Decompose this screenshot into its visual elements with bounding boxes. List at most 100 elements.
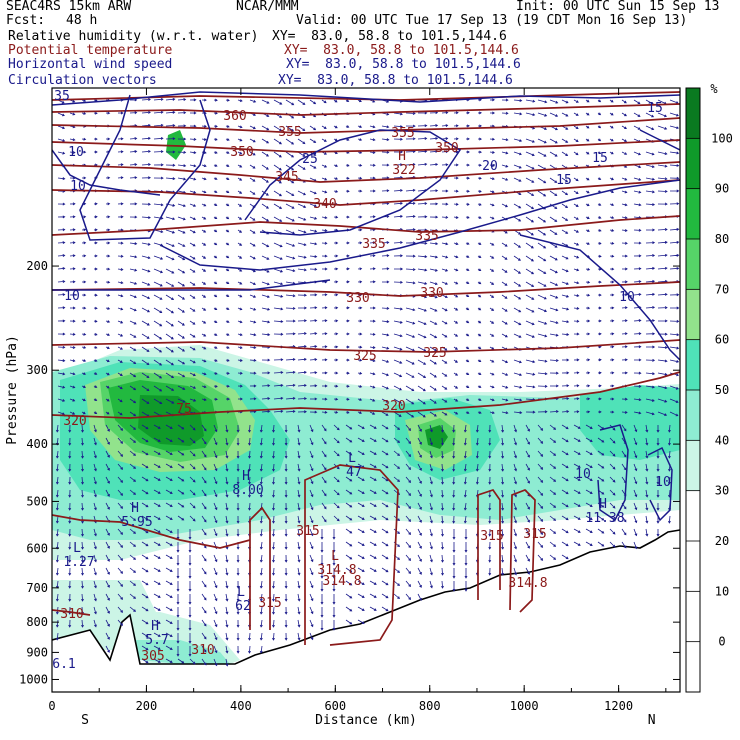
circulation-vector-1461 bbox=[117, 463, 123, 470]
circulation-vector-1583 bbox=[333, 489, 340, 496]
circulation-vector-1542 bbox=[463, 476, 467, 485]
circulation-vector-1630 bbox=[272, 502, 276, 511]
circulation-vector-2018 bbox=[55, 632, 59, 641]
circulation-vector-952 bbox=[249, 333, 257, 337]
circulation-vector-1541 bbox=[452, 476, 456, 485]
circulation-vector-1454 bbox=[656, 451, 660, 459]
circulation-vector-593 bbox=[309, 242, 318, 246]
circulation-vector-1292 bbox=[585, 410, 591, 414]
circulation-vector-1784 bbox=[259, 541, 263, 550]
circulation-vector-1176 bbox=[441, 385, 448, 390]
circulation-vector-1984 bbox=[284, 606, 288, 615]
circulation-vector-1621 bbox=[165, 502, 173, 507]
circulation-vector-40 bbox=[537, 99, 548, 104]
circulation-vector-348 bbox=[489, 177, 495, 181]
circulation-vector-1534 bbox=[369, 476, 377, 481]
circulation-vector-1935 bbox=[68, 593, 72, 602]
circulation-vector-1156 bbox=[201, 385, 207, 389]
circulation-vector-100 bbox=[633, 112, 641, 117]
colorbar-swatch-4 bbox=[686, 239, 700, 290]
circulation-vector-726 bbox=[657, 266, 668, 270]
extremum-value-1: 1.27 bbox=[63, 555, 94, 570]
circulation-vector-1090 bbox=[657, 359, 668, 363]
circulation-vector-582 bbox=[177, 242, 186, 247]
circulation-vector-1550 bbox=[561, 476, 569, 482]
circulation-vector-760 bbox=[441, 281, 449, 285]
circulation-vector-1921 bbox=[320, 581, 324, 592]
circulation-vector-199 bbox=[573, 138, 579, 143]
circulation-vector-2019 bbox=[105, 632, 110, 640]
x-tick-label-0: 0 bbox=[48, 699, 55, 713]
circulation-vector-1218 bbox=[321, 397, 328, 401]
circulation-vector-886 bbox=[81, 319, 87, 323]
circulation-vector-1964 bbox=[417, 593, 422, 601]
colorbar-tick-label-0: 0 bbox=[718, 635, 725, 649]
circulation-vector-1992 bbox=[381, 606, 389, 612]
circulation-vector-1594 bbox=[463, 489, 467, 498]
circulation-vector-1511 bbox=[93, 476, 97, 485]
circulation-vector-1238 bbox=[561, 397, 570, 401]
circulation-vector-1827 bbox=[188, 555, 192, 566]
circulation-vector-572 bbox=[57, 241, 66, 245]
circulation-vector-1986 bbox=[309, 606, 314, 615]
circulation-vector-1416 bbox=[201, 450, 207, 458]
circulation-vector-590 bbox=[273, 242, 283, 248]
circulation-vector-1271 bbox=[333, 410, 339, 414]
circulation-vector-539 bbox=[285, 229, 296, 235]
circulation-vector-1042 bbox=[81, 359, 87, 362]
circulation-vector-101 bbox=[645, 112, 655, 118]
circulation-vector-254 bbox=[609, 151, 614, 155]
circulation-vector-564 bbox=[585, 229, 590, 232]
circulation-vector-788 bbox=[153, 294, 163, 300]
circulation-vector-139 bbox=[477, 124, 482, 128]
circulation-vector-1557 bbox=[645, 476, 649, 485]
circulation-vector-567 bbox=[621, 228, 628, 232]
circulation-vector-1145 bbox=[69, 385, 76, 389]
circulation-vector-1808 bbox=[549, 541, 557, 547]
circulation-vector-959 bbox=[333, 332, 339, 336]
wind-contour-4 bbox=[159, 179, 680, 271]
circulation-vector-600 bbox=[393, 241, 403, 245]
circulation-vector-1183 bbox=[525, 385, 536, 389]
circulation-vector-767 bbox=[525, 281, 535, 287]
circulation-vector-416 bbox=[57, 202, 66, 206]
circulation-vector-84 bbox=[441, 111, 449, 115]
circulation-vector-1683 bbox=[284, 515, 288, 524]
circulation-vector-1807 bbox=[537, 541, 544, 548]
theta-label-20: 305 bbox=[141, 649, 164, 664]
circulation-vector-147 bbox=[573, 125, 579, 130]
circulation-vector-1947 bbox=[213, 593, 218, 602]
circulation-vector-1649 bbox=[501, 502, 505, 511]
circulation-vector-1498 bbox=[561, 463, 569, 469]
circulation-vector-179 bbox=[333, 138, 338, 142]
circulation-vector-967 bbox=[429, 333, 438, 339]
circulation-vector-1179 bbox=[477, 385, 482, 388]
circulation-vector-1923 bbox=[345, 580, 353, 586]
circulation-vector-798 bbox=[273, 294, 284, 298]
circulation-vector-1991 bbox=[369, 606, 377, 611]
circulation-vector-1240 bbox=[585, 397, 591, 401]
circulation-vector-934 bbox=[657, 319, 668, 323]
circulation-vector-1573 bbox=[213, 489, 218, 498]
circulation-vector-338 bbox=[369, 176, 376, 180]
circulation-vector-513 bbox=[597, 216, 602, 219]
circulation-vector-160 bbox=[105, 137, 111, 141]
circulation-vector-1994 bbox=[68, 619, 72, 628]
circulation-vector-357 bbox=[597, 177, 602, 180]
circulation-vector-1601 bbox=[549, 489, 557, 495]
circulation-vector-1100 bbox=[153, 372, 163, 379]
circulation-vector-1079 bbox=[525, 359, 536, 364]
circulation-vector-1119 bbox=[381, 372, 390, 377]
circulation-vector-116 bbox=[201, 124, 207, 128]
circulation-vector-391 bbox=[381, 189, 390, 193]
circulation-vector-269 bbox=[165, 163, 176, 167]
theta-label-11: 325 bbox=[423, 346, 446, 361]
circulation-vector-1944 bbox=[176, 594, 180, 605]
circulation-vector-1205 bbox=[165, 398, 175, 404]
circulation-vector-1566 bbox=[129, 489, 136, 495]
circulation-vector-482 bbox=[225, 216, 230, 220]
circulation-vector-962 bbox=[369, 332, 376, 336]
circulation-vector-1056 bbox=[249, 358, 257, 362]
circulation-vector-1462 bbox=[129, 463, 136, 469]
